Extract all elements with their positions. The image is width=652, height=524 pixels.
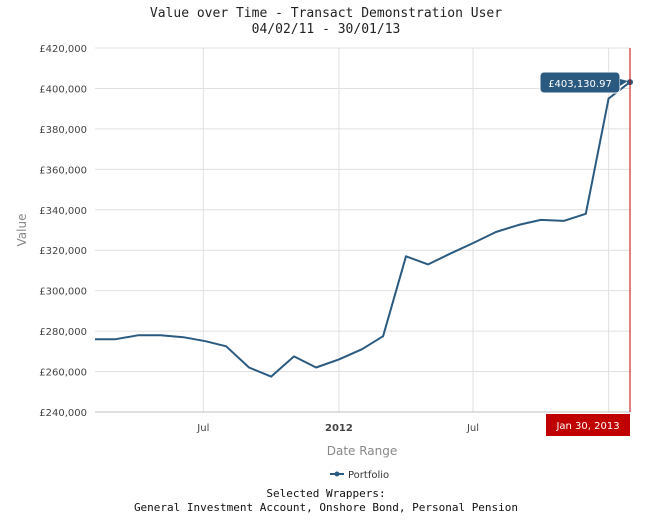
- chart-subtitle: 04/02/11 - 30/01/13: [251, 22, 401, 37]
- y-tick-label: £380,000: [39, 125, 87, 136]
- y-tick-label: £260,000: [39, 368, 87, 379]
- y-tick-label: £240,000: [39, 408, 87, 419]
- chart-title-block: Value over Time - Transact Demonstration…: [0, 6, 652, 38]
- x-tick-label: 2012: [325, 423, 353, 434]
- y-tick-label: £360,000: [39, 165, 87, 176]
- legend-portfolio-label: Portfolio: [348, 470, 389, 481]
- y-axis-tick-labels: £240,000 £260,000 £280,000 £300,000 £320,000…: [39, 44, 87, 419]
- y-tick-label: £300,000: [39, 287, 87, 298]
- footer-wrappers-heading: Selected Wrappers:: [266, 487, 386, 500]
- crosshair-date-box: [546, 414, 630, 436]
- y-tick-label: £420,000: [39, 44, 87, 55]
- y-tick-label: £340,000: [39, 206, 87, 217]
- chart-title: Value over Time - Transact Demonstration…: [149, 6, 503, 21]
- x-axis-title: Date Range: [327, 444, 398, 458]
- series-portfolio[interactable]: [95, 79, 633, 378]
- crosshair: Jan 30, 2013: [546, 48, 631, 436]
- x-tick-label: Jul: [196, 423, 209, 434]
- legend[interactable]: Portfolio: [330, 470, 389, 481]
- tooltip: £403,130.97: [539, 71, 628, 94]
- grid-lines: [95, 47, 630, 413]
- y-axis-title: Value: [15, 214, 29, 247]
- footer-wrappers-list: General Investment Account, Onshore Bond…: [133, 501, 519, 514]
- tooltip-value: £403,130.97: [548, 79, 612, 90]
- tooltip-pointer: [620, 79, 628, 86]
- footer: Selected Wrappers: General Investment Ac…: [0, 487, 652, 515]
- crosshair-date-label: Jan 30, 2013: [555, 421, 619, 432]
- x-tick-label: Jul: [466, 423, 479, 434]
- legend-portfolio-marker: [334, 471, 340, 477]
- y-tick-label: £400,000: [39, 84, 87, 95]
- y-tick-label: £320,000: [39, 246, 87, 257]
- y-tick-label: £280,000: [39, 327, 87, 338]
- series-line: [95, 81, 631, 378]
